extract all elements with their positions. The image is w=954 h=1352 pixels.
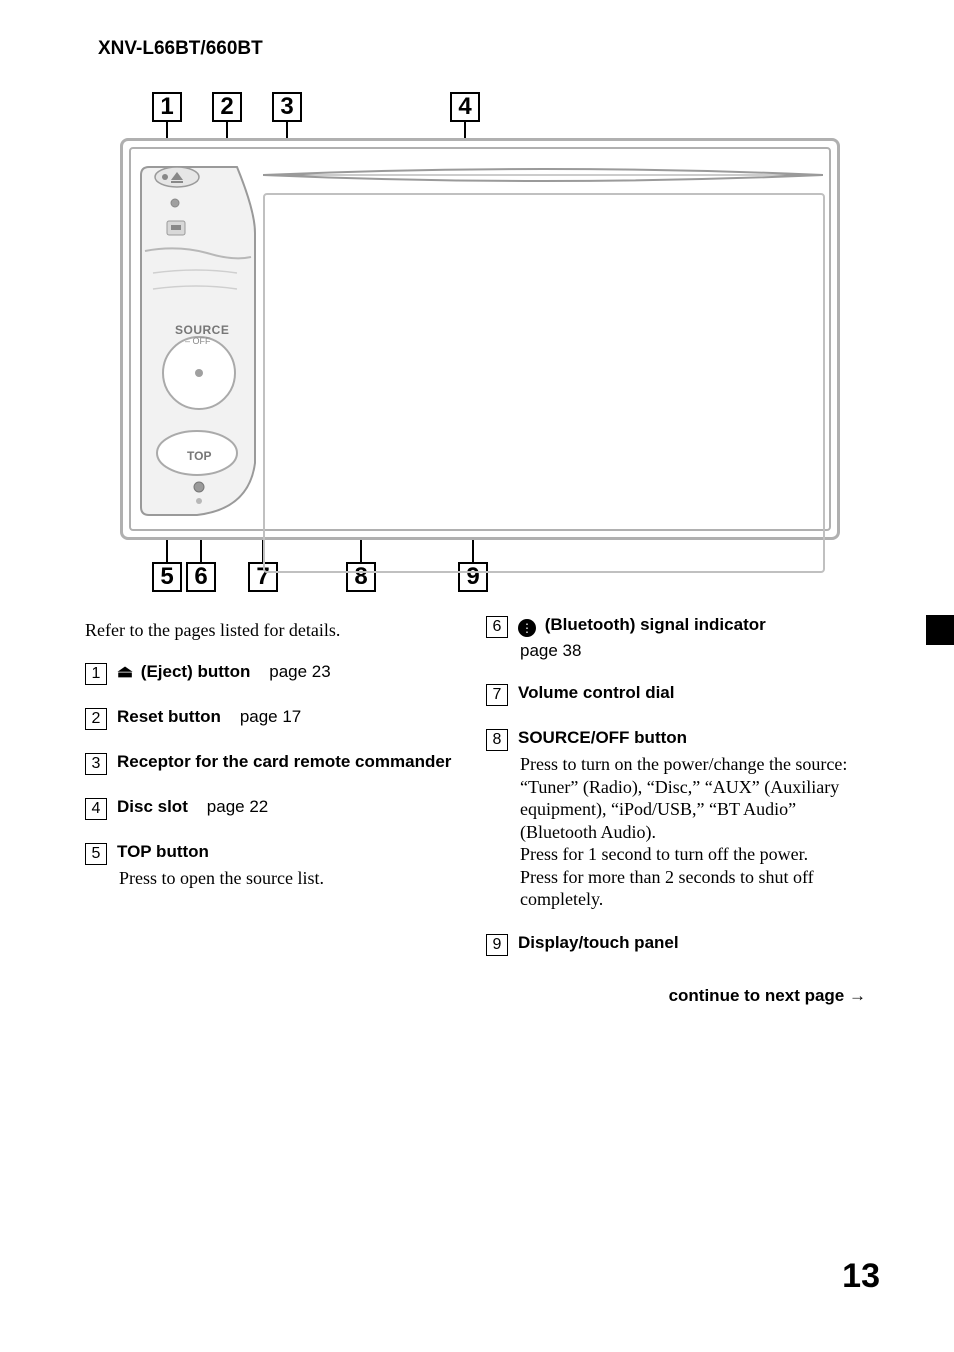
item-2: 2 Reset button page 17 bbox=[85, 707, 465, 730]
item-6: 6 ⋮ (Bluetooth) signal indicator page 38 bbox=[486, 615, 866, 661]
off-label: – OFF bbox=[185, 336, 211, 346]
item-title: Receptor for the card remote commander bbox=[117, 752, 451, 771]
item-title: (Bluetooth) signal indicator bbox=[545, 615, 766, 634]
item-num: 2 bbox=[85, 708, 107, 730]
item-num: 9 bbox=[486, 934, 508, 956]
item-num: 7 bbox=[486, 684, 508, 706]
item-title: Reset button bbox=[117, 707, 221, 726]
item-num: 8 bbox=[486, 729, 508, 751]
intro-text: Refer to the pages listed for details. bbox=[85, 620, 340, 641]
source-label: SOURCE bbox=[175, 323, 229, 337]
page-ref: page 23 bbox=[269, 662, 330, 681]
item-5: 5 TOP button Press to open the source li… bbox=[85, 842, 465, 890]
item-9: 9 Display/touch panel bbox=[486, 933, 866, 956]
callout-1: 1 bbox=[152, 92, 182, 122]
item-body: page 38 bbox=[520, 640, 866, 661]
callout-3: 3 bbox=[272, 92, 302, 122]
item-body: Press to open the source list. bbox=[119, 867, 465, 890]
page-ref: page 17 bbox=[240, 707, 301, 726]
item-num: 3 bbox=[85, 753, 107, 775]
eject-icon: ⏏ bbox=[117, 662, 133, 681]
item-4: 4 Disc slot page 22 bbox=[85, 797, 465, 820]
item-title: SOURCE/OFF button bbox=[518, 728, 687, 747]
item-8: 8 SOURCE/OFF button Press to turn on the… bbox=[486, 728, 866, 911]
thumb-index-tab bbox=[926, 615, 954, 645]
item-num: 5 bbox=[85, 843, 107, 865]
model-title: XNV-L66BT/660BT bbox=[98, 38, 263, 60]
side-control-panel: SOURCE – OFF TOP bbox=[137, 163, 257, 519]
left-column: 1 ⏏ (Eject) button page 23 2 Reset butto… bbox=[85, 662, 465, 912]
device-body: SOURCE – OFF TOP bbox=[120, 138, 840, 540]
top-label: TOP bbox=[187, 449, 211, 463]
device-diagram: 1 2 3 4 5 6 7 8 9 bbox=[120, 92, 840, 592]
item-num: 6 bbox=[486, 616, 508, 638]
item-num: 1 bbox=[85, 663, 107, 685]
item-body: Press to turn on the power/change the so… bbox=[520, 753, 866, 911]
page-number: 13 bbox=[842, 1257, 880, 1296]
continue-text: continue to next page bbox=[669, 986, 845, 1005]
page-ref: page 22 bbox=[207, 797, 268, 816]
continue-hint: continue to next page → bbox=[486, 986, 866, 1006]
callout-5: 5 bbox=[152, 562, 182, 592]
disc-slot bbox=[263, 167, 823, 183]
right-column: 6 ⋮ (Bluetooth) signal indicator page 38… bbox=[486, 615, 866, 978]
callout-4: 4 bbox=[450, 92, 480, 122]
callout-2: 2 bbox=[212, 92, 242, 122]
item-7: 7 Volume control dial bbox=[486, 683, 866, 706]
item-title: Disc slot bbox=[117, 797, 188, 816]
item-title: Display/touch panel bbox=[518, 933, 679, 952]
callout-6: 6 bbox=[186, 562, 216, 592]
touch-screen bbox=[263, 193, 825, 573]
item-title: TOP button bbox=[117, 842, 209, 861]
item-num: 4 bbox=[85, 798, 107, 820]
bluetooth-icon: ⋮ bbox=[518, 619, 536, 637]
arrow-right-icon: → bbox=[849, 986, 866, 1005]
item-1: 1 ⏏ (Eject) button page 23 bbox=[85, 662, 465, 685]
item-3: 3 Receptor for the card remote commander bbox=[85, 752, 465, 775]
item-title: Volume control dial bbox=[518, 683, 674, 702]
item-title: (Eject) button bbox=[141, 662, 251, 681]
